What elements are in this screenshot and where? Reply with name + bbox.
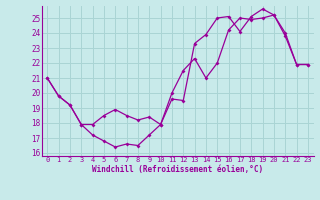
X-axis label: Windchill (Refroidissement éolien,°C): Windchill (Refroidissement éolien,°C)	[92, 165, 263, 174]
